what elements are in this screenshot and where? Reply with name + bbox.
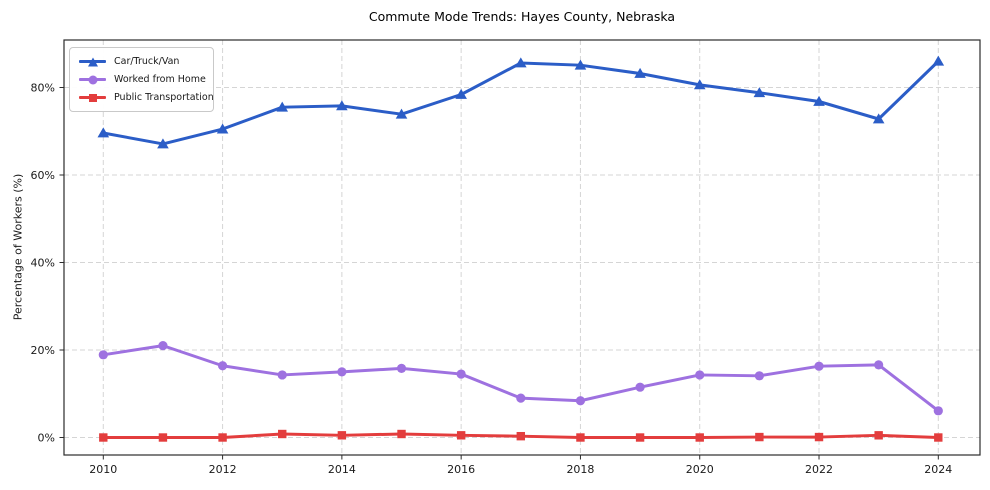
data-point-marker-worked-from-home [158,341,168,351]
data-point-marker-worked-from-home [575,396,586,406]
data-point-marker-car-truck-van [216,123,229,134]
x-tick-label: 2014 [328,463,356,476]
data-point-marker-car-truck-van [813,95,825,106]
legend-item-public-transportation: Public Transportation [79,91,214,104]
data-point-marker-car-truck-van [395,108,408,119]
data-point-marker-worked-from-home [277,370,287,380]
data-point-marker-public-transportation [278,429,287,439]
legend: Car/Truck/Van Worked from Home Public Tr… [69,47,214,112]
data-point-marker-worked-from-home [874,360,884,370]
data-point-marker-worked-from-home [516,393,526,403]
data-point-marker-public-transportation [337,431,347,440]
circle-marker-icon [88,75,97,84]
x-tick-label: 2016 [447,463,475,476]
y-tick-label: 0% [38,432,55,445]
square-marker-icon [88,93,97,102]
data-point-marker-car-truck-van [932,55,945,66]
x-tick-label: 2024 [924,463,952,476]
plot-border [63,39,981,456]
data-point-marker-car-truck-van [336,100,348,111]
data-point-marker-public-transportation [695,433,704,442]
data-point-marker-public-transportation [99,433,108,442]
data-point-marker-car-truck-van [455,88,467,99]
legend-label: Car/Truck/Van [114,56,180,67]
data-point-marker-car-truck-van [753,87,766,98]
x-tick-label: 2018 [566,463,594,476]
data-point-marker-car-truck-van [515,57,527,68]
data-point-marker-worked-from-home [814,361,824,371]
data-point-marker-worked-from-home [754,371,764,381]
triangle-marker-icon [87,57,98,66]
legend-label: Worked from Home [114,74,206,85]
data-point-marker-worked-from-home [98,350,108,360]
data-point-marker-public-transportation [576,433,585,442]
data-point-marker-public-transportation [874,431,883,440]
legend-item-car-truck-van: Car/Truck/Van [79,55,207,68]
x-tick-label: 2020 [686,463,714,476]
data-point-marker-car-truck-van [574,59,587,70]
data-point-marker-public-transportation [516,431,526,441]
data-point-marker-car-truck-van [157,138,169,149]
data-point-marker-worked-from-home [695,370,705,380]
series-line-car-truck-van [101,59,940,146]
x-tick-label: 2022 [805,463,833,476]
data-point-marker-worked-from-home [337,367,347,377]
data-point-marker-public-transportation [397,429,406,439]
data-point-marker-worked-from-home [396,363,407,373]
legend-line-sample [79,56,106,67]
x-tick-label: 2010 [89,463,117,476]
legend-item-worked-from-home: Worked from Home [79,73,207,86]
data-point-marker-worked-from-home [635,382,645,392]
data-point-marker-worked-from-home [217,361,228,371]
data-point-marker-car-truck-van [97,127,110,138]
data-point-marker-public-transportation [635,433,645,442]
data-point-marker-worked-from-home [933,406,943,416]
y-tick-label: 80% [31,82,55,95]
data-point-marker-worked-from-home [456,369,466,379]
data-point-marker-car-truck-van [634,67,646,78]
legend-label: Public Transportation [114,92,214,103]
y-tick-label: 60% [31,169,55,182]
data-point-marker-public-transportation [814,432,824,442]
y-tick-label: 40% [31,257,55,270]
data-point-marker-public-transportation [456,431,466,440]
data-point-marker-car-truck-van [872,113,885,124]
data-point-marker-public-transportation [755,432,764,442]
legend-line-sample [79,74,106,85]
y-tick-label: 20% [31,344,55,357]
chart-title: Commute Mode Trends: Hayes County, Nebra… [368,9,676,24]
data-point-marker-public-transportation [934,433,943,442]
data-point-marker-public-transportation [218,433,227,442]
x-tick-label: 2012 [209,463,237,476]
data-point-marker-car-truck-van [693,79,706,90]
data-point-marker-car-truck-van [276,101,289,112]
data-point-marker-public-transportation [158,433,168,442]
legend-line-sample [79,92,106,103]
